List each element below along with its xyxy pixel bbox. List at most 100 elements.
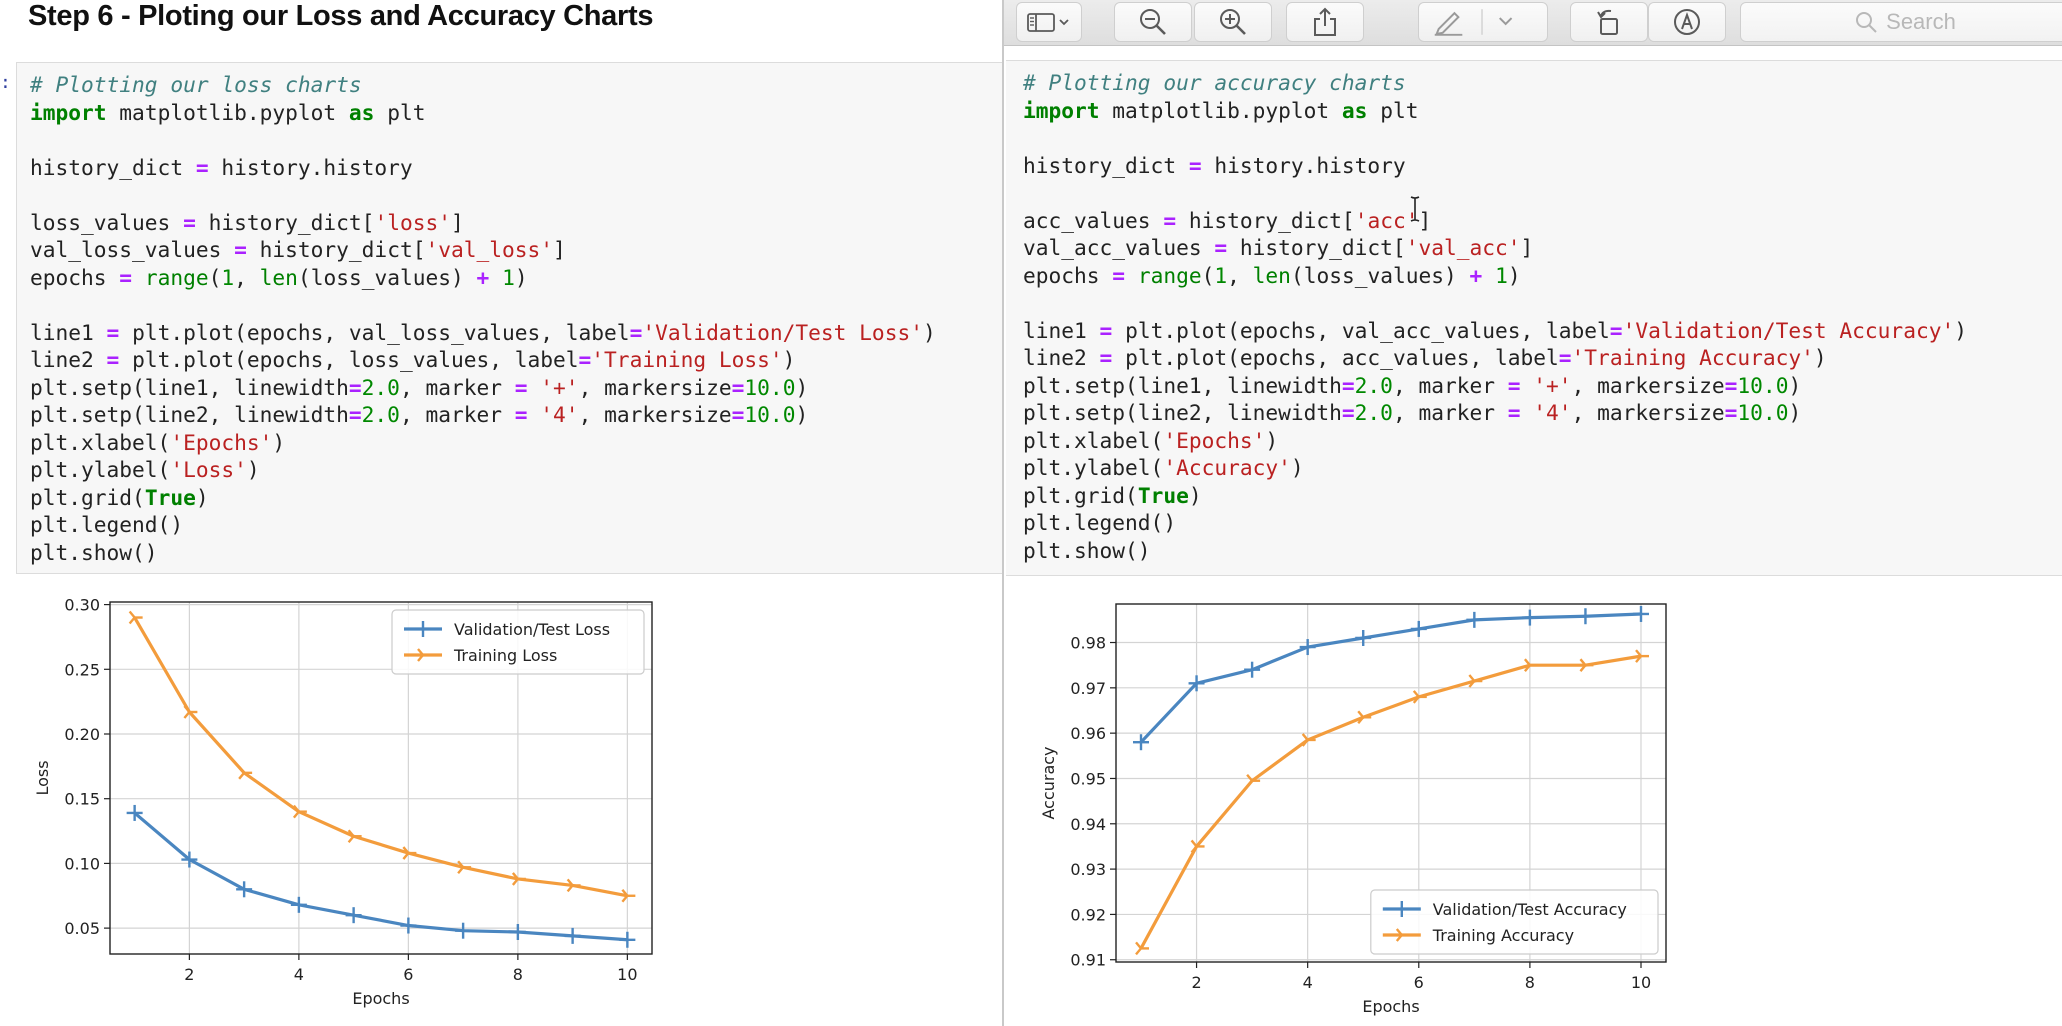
- code-token: 10.0: [744, 402, 796, 427]
- code-token: val_loss_values: [30, 237, 235, 262]
- code-token: as: [1341, 97, 1368, 123]
- x-tick-label: 4: [294, 965, 304, 984]
- code-token: [489, 265, 502, 290]
- code-lines: # Plotting our accuracy charts import mat…: [1023, 69, 1967, 564]
- y-tick-label: 0.05: [64, 919, 100, 938]
- code-line: history_dict = history.history: [30, 154, 936, 182]
- code-token: (loss_values): [297, 264, 477, 290]
- code-token: [1125, 263, 1138, 288]
- accuracy-chart: 2 4 6 8 10 0.91 0.92 0.93 0.94 0.95 0.96 0.97 0.98 Ep…: [1039, 603, 1667, 1016]
- code-token: ): [1954, 317, 1967, 343]
- code-line: [30, 181, 936, 209]
- code-token: ): [1507, 262, 1521, 288]
- code-token: =: [731, 374, 745, 400]
- search-field[interactable]: Search: [1740, 2, 2062, 42]
- code-token: 1: [1495, 262, 1508, 288]
- code-token: '4': [1533, 400, 1572, 425]
- y-tick-label: 0.93: [1070, 860, 1106, 879]
- notebook-panel: Step 6 - Ploting our Loss and Accuracy C…: [0, 0, 1002, 1026]
- code-token: =: [1099, 317, 1113, 343]
- code-token: ): [1265, 427, 1279, 453]
- code-token: plt.show(): [1023, 537, 1151, 563]
- data-point: [181, 851, 198, 868]
- cell-prompt: :: [0, 72, 11, 93]
- code-token: line1: [30, 319, 107, 345]
- code-token: ): [922, 319, 936, 345]
- code-line: plt.xlabel('Epochs'): [1023, 427, 1967, 455]
- code-token: =: [1507, 400, 1521, 425]
- code-line: plt.legend(): [30, 511, 936, 539]
- code-token: plt.grid(: [1023, 482, 1138, 508]
- data-point: [509, 924, 526, 940]
- code-token: matplotlib.pyplot: [1099, 97, 1342, 123]
- y-tick-label: 0.96: [1070, 724, 1106, 743]
- code-token: plt.plot(epochs, loss_values, label: [119, 347, 579, 372]
- zoom-out-button[interactable]: [1114, 2, 1192, 42]
- annotate-button[interactable]: [1648, 2, 1726, 42]
- share-button[interactable]: [1286, 2, 1364, 42]
- rotate-icon: [1597, 9, 1618, 35]
- code-token: =: [1214, 235, 1228, 260]
- y-tick-label: 0.91: [1070, 951, 1106, 970]
- plot-frame: [1115, 603, 1667, 963]
- code-token: ]: [553, 237, 566, 262]
- code-token: plt.ylabel(: [1023, 455, 1164, 480]
- code-token: ): [795, 402, 809, 427]
- code-token: [1521, 400, 1534, 425]
- code-token: len: [1252, 262, 1291, 288]
- data-point: [126, 804, 143, 821]
- rotate-button[interactable]: [1570, 2, 1648, 42]
- code-token: range: [1137, 262, 1202, 288]
- code-line: [1023, 179, 1967, 207]
- y-tick-label: 0.10: [64, 854, 100, 873]
- y-tick-label: 0.92: [1070, 905, 1106, 924]
- x-axis-label: Epochs: [1362, 997, 1419, 1016]
- preview-toolbar: Search: [1004, 0, 2062, 46]
- series-line-0: [133, 811, 628, 942]
- code-token: =: [1341, 372, 1355, 398]
- code-line: plt.setp(line1, linewidth=2.0, marker = …: [30, 374, 936, 402]
- code-token: 'Loss': [170, 457, 247, 482]
- code-token: plt.plot(epochs, val_loss_values, label: [119, 319, 630, 345]
- code-token: matplotlib.pyplot: [106, 99, 349, 125]
- zoom-in-icon: [1220, 9, 1246, 35]
- code-token: =: [1188, 152, 1202, 178]
- data-point: [1412, 690, 1427, 704]
- code-token: epochs: [1023, 262, 1113, 288]
- code-token: =: [348, 402, 362, 427]
- code-token: =: [1609, 317, 1623, 343]
- code-token: , markersize: [578, 374, 732, 400]
- code-token: +: [476, 264, 490, 290]
- code-token: history_dict: [30, 154, 196, 180]
- code-token: 10.0: [1737, 372, 1789, 398]
- code-cell-loss[interactable]: # Plotting our loss charts import matplot…: [16, 62, 1002, 574]
- code-token: True: [1137, 482, 1189, 508]
- code-lines: # Plotting our loss charts import matplot…: [30, 71, 936, 566]
- code-token: ): [272, 429, 286, 455]
- data-point: [1635, 649, 1649, 663]
- code-token: =: [514, 402, 528, 427]
- plot-frame: [109, 601, 653, 955]
- code-line: plt.setp(line2, linewidth=2.0, marker = …: [1023, 399, 1967, 427]
- code-token: (: [1201, 262, 1215, 288]
- code-token: plt.setp(line2, linewidth: [1023, 400, 1342, 425]
- markup-button[interactable]: [1418, 2, 1548, 42]
- code-token: line2: [30, 347, 107, 372]
- code-token: plt.xlabel(: [30, 429, 171, 455]
- data-point: [1521, 609, 1538, 626]
- code-token: plt.plot(epochs, val_acc_values, label: [1112, 317, 1610, 343]
- code-line: val_loss_values = history_dict['val_loss…: [30, 236, 936, 264]
- code-cell-accuracy[interactable]: # Plotting our accuracy charts import mat…: [1006, 60, 2062, 576]
- sidebar-toggle-button[interactable]: [1016, 2, 1082, 42]
- code-token: history_dict: [1023, 152, 1189, 178]
- x-tick-label: 8: [513, 965, 523, 984]
- code-token: ): [514, 264, 528, 290]
- code-token: =: [234, 237, 247, 262]
- zoom-in-button[interactable]: [1194, 2, 1272, 42]
- data-point: [1468, 674, 1483, 688]
- code-token: '+': [1533, 372, 1572, 398]
- data-point: [236, 881, 253, 898]
- code-token: =: [1558, 345, 1572, 370]
- data-point: [1579, 658, 1594, 672]
- data-point: [347, 829, 362, 844]
